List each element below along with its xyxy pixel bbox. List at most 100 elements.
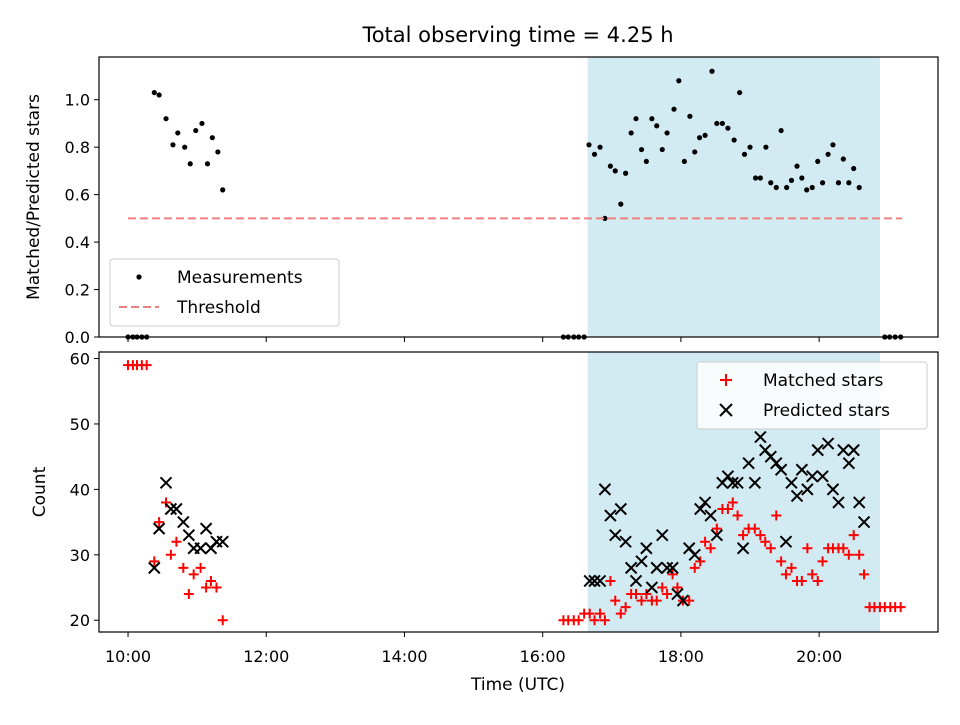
observing-window-shade: [587, 57, 880, 337]
matched-point: [615, 608, 626, 619]
matched-point: [188, 569, 199, 580]
measurement-point: [784, 184, 790, 191]
measurement-point: [856, 184, 862, 191]
measurement-point: [638, 146, 645, 153]
matched-point: [641, 589, 652, 600]
measurement-point: [741, 151, 748, 157]
predicted-point: [790, 489, 804, 503]
figure-title: Total observing time = 4.25 h: [361, 23, 673, 47]
measurement-point: [809, 184, 815, 191]
matched-point: [573, 615, 584, 626]
predicted-point: [164, 502, 178, 516]
measurement-point: [731, 137, 737, 143]
predicted-point: [604, 509, 617, 522]
matched-point: [859, 569, 870, 580]
legend-matched-swatch: [720, 374, 732, 386]
measurement-point: [794, 163, 800, 169]
ratio-y-axis-label: Matched/Predicted stars: [24, 94, 44, 300]
measurement-point: [763, 144, 769, 150]
predicted-point: [148, 561, 161, 575]
measurement-point: [747, 144, 753, 150]
measurement-point: [752, 175, 759, 181]
predicted-point: [832, 496, 845, 509]
ratio-legend-box: [109, 258, 340, 327]
matched-point: [838, 543, 849, 554]
predicted-point: [837, 443, 850, 457]
measurement-point: [692, 149, 698, 155]
predicted-point: [640, 542, 653, 555]
measurement-point: [156, 92, 162, 98]
measurement-point: [607, 163, 614, 169]
count-y-axis-label: Count: [30, 466, 50, 517]
predicted-point: [801, 483, 814, 496]
matched-point: [589, 615, 600, 626]
measurement-point: [815, 158, 821, 165]
measurement-point: [602, 215, 608, 221]
measurement-point: [830, 142, 836, 148]
predicted-point: [821, 437, 835, 450]
y-tick-label: 60: [70, 350, 90, 369]
predicted-point: [182, 528, 196, 542]
measurement-point: [643, 158, 649, 165]
y-tick-label: 0.4: [65, 233, 90, 252]
matched-point: [755, 530, 766, 541]
measurement-point: [851, 165, 857, 172]
measurement-point: [664, 130, 670, 136]
matched-point: [205, 575, 216, 586]
ratio-panel: 0.0 0.2 0.4 0.6 0.8 1.0 Matched/Predicted sta…: [24, 56, 939, 347]
matched-point: [796, 575, 807, 586]
measurement-point: [702, 132, 708, 138]
predicted-point: [853, 496, 866, 509]
matched-point: [780, 569, 791, 580]
measurement-point: [725, 125, 731, 131]
x-tick-label: 10:00: [105, 647, 151, 666]
predicted-point: [588, 574, 601, 588]
matched-point: [700, 536, 711, 547]
measurement-point: [709, 68, 715, 74]
predicted-point: [842, 457, 856, 470]
y-tick-label: 40: [70, 480, 90, 499]
measurement-point: [778, 127, 784, 134]
predicted-point: [645, 581, 659, 594]
matched-point: [662, 589, 673, 600]
predicted-point: [635, 555, 648, 568]
matched-point: [854, 549, 865, 560]
matched-point: [620, 602, 631, 613]
y-tick-label: 50: [70, 415, 90, 434]
matched-point: [584, 608, 595, 619]
legend-matched-label: Matched stars: [763, 371, 883, 391]
measurement-point: [628, 130, 634, 136]
matched-point: [732, 510, 743, 521]
measurement-point: [676, 78, 682, 84]
x-axis-label: Time (UTC): [470, 675, 565, 695]
legend-predicted-swatch: [719, 403, 733, 417]
predicted-point: [152, 522, 166, 535]
measurement-point: [768, 180, 774, 186]
predicted-point: [847, 443, 860, 457]
measurement-point: [687, 113, 693, 119]
predicted-point: [614, 502, 627, 516]
count-panel: 20 30 40 50 60 10:00 12:00 14:00 16:00 18:00 20:00…: [30, 350, 939, 695]
matched-point: [149, 556, 160, 567]
measurement-point: [696, 135, 703, 141]
predicted-point: [726, 476, 739, 490]
predicted-point: [199, 522, 213, 535]
predicted-point: [619, 535, 632, 548]
legend-threshold-label: Threshold: [176, 298, 261, 318]
x-tick-label: 16:00: [520, 647, 566, 666]
measurement-point: [825, 151, 831, 157]
matched-point: [895, 602, 906, 613]
predicted-point: [785, 476, 798, 490]
measurement-point: [182, 144, 188, 150]
y-tick-label: 0.0: [65, 328, 90, 347]
measurement-point: [846, 180, 852, 186]
matched-point: [760, 536, 771, 547]
legend-predicted-label: Predicted stars: [763, 401, 890, 421]
matched-point: [211, 582, 222, 593]
count-legend: Matched stars Predicted stars: [696, 361, 928, 430]
measurement-point: [612, 168, 618, 174]
predicted-point: [694, 502, 707, 516]
matched-point: [183, 589, 194, 600]
matched-point: [705, 543, 716, 554]
matched-point: [689, 562, 700, 573]
